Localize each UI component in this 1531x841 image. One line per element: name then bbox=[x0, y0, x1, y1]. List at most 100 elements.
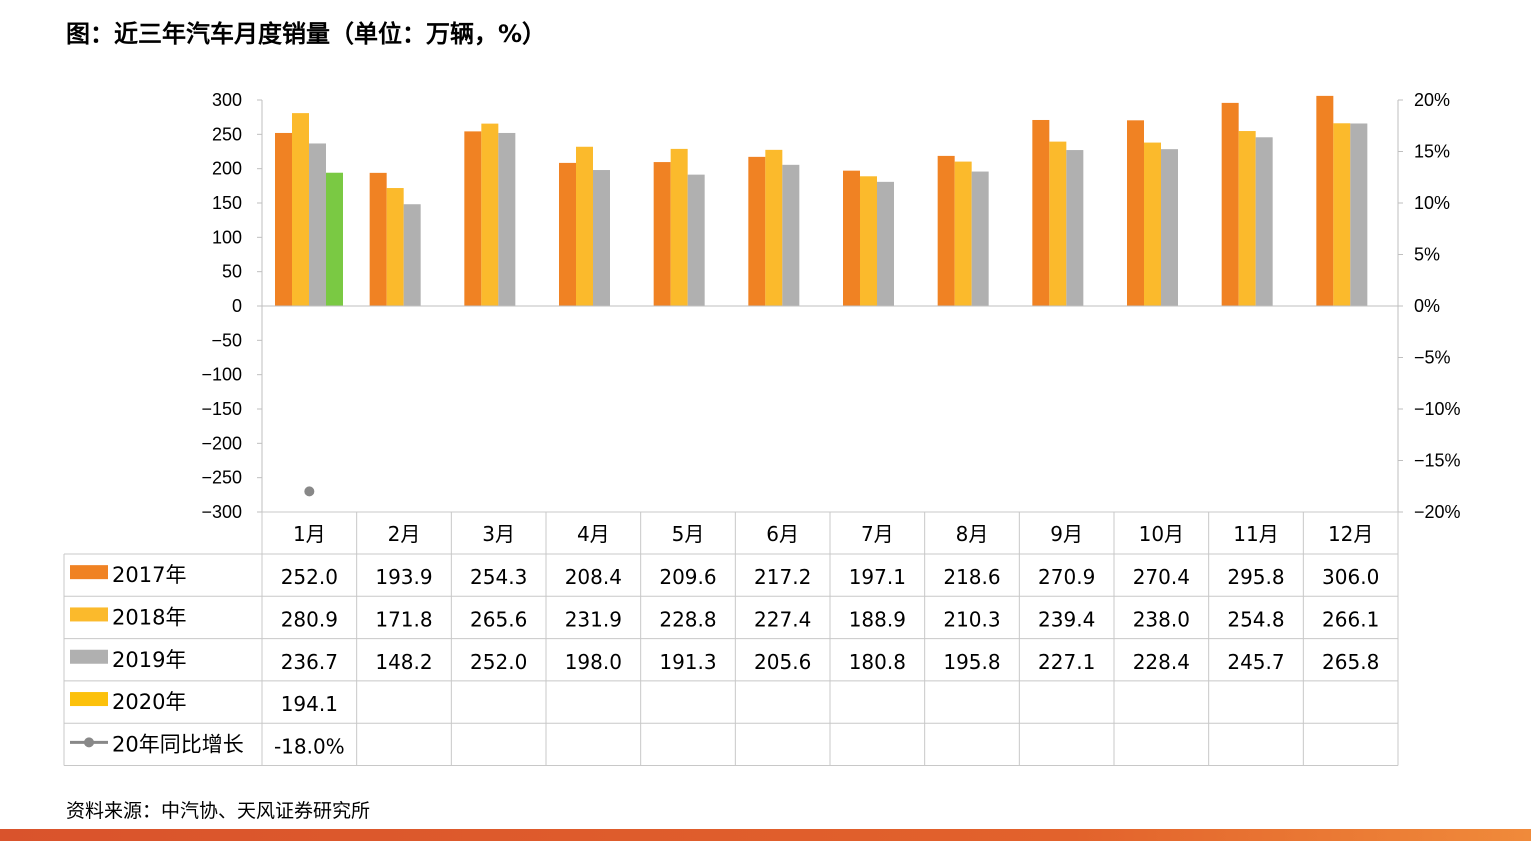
footer-band bbox=[0, 829, 1531, 841]
x-tick-label: 6月 bbox=[766, 522, 799, 546]
bar-2019年-4月 bbox=[593, 170, 610, 306]
bar-2018年-3月 bbox=[481, 123, 499, 306]
left-tick-label: 200 bbox=[212, 159, 242, 179]
x-tick-label: 7月 bbox=[861, 522, 894, 546]
data-label-2017年-12月: 306.0 bbox=[1322, 565, 1379, 589]
data-label-2017年-6月: 217.2 bbox=[754, 565, 811, 589]
bar-2018年-12月 bbox=[1333, 123, 1351, 306]
bar-2019年-7月 bbox=[877, 181, 894, 306]
data-label-2019年-5月: 191.3 bbox=[659, 650, 716, 674]
legend-label-2018年: 2018年 bbox=[112, 605, 186, 629]
right-tick-label: 0% bbox=[1414, 296, 1440, 316]
right-tick-label: −10% bbox=[1414, 399, 1461, 419]
legend-swatch-2019年 bbox=[70, 649, 108, 664]
bar-2019年-9月 bbox=[1066, 150, 1084, 306]
data-label-2017年-5月: 209.6 bbox=[659, 565, 716, 589]
data-label-2019年-7月: 180.8 bbox=[849, 650, 906, 674]
left-tick-label: −150 bbox=[201, 399, 242, 419]
x-tick-label: 2月 bbox=[388, 522, 421, 546]
bar-2017年-6月 bbox=[748, 156, 766, 306]
data-label-2019年-11月: 245.7 bbox=[1227, 650, 1284, 674]
bar-2019年-5月 bbox=[687, 174, 705, 306]
x-tick-label: 12月 bbox=[1328, 522, 1373, 546]
data-label-2018年-8月: 210.3 bbox=[943, 607, 1000, 631]
bar-2017年-7月 bbox=[843, 170, 860, 306]
legend-marker-20年同比增长 bbox=[84, 737, 94, 748]
bar-2017年-3月 bbox=[464, 131, 482, 306]
bar-2017年-11月 bbox=[1221, 102, 1239, 306]
left-tick-label: 150 bbox=[212, 193, 242, 213]
bar-2018年-2月 bbox=[386, 188, 404, 306]
bar-2020年-1月 bbox=[326, 172, 343, 306]
bar-2019年-2月 bbox=[403, 204, 421, 306]
legend-swatch-2020年 bbox=[70, 692, 108, 707]
bar-2018年-5月 bbox=[670, 148, 688, 306]
right-tick-label: 5% bbox=[1414, 245, 1440, 265]
legend-label-2017年: 2017年 bbox=[112, 563, 186, 587]
bar-2019年-8月 bbox=[971, 171, 989, 306]
data-label-2018年-5月: 228.8 bbox=[659, 607, 716, 631]
bar-2017年-5月 bbox=[653, 162, 671, 306]
bar-2017年-9月 bbox=[1032, 119, 1050, 307]
data-label-2018年-10月: 238.0 bbox=[1133, 607, 1190, 631]
left-tick-label: −50 bbox=[211, 330, 242, 350]
bar-2018年-8月 bbox=[954, 161, 972, 306]
legend-label-2019年: 2019年 bbox=[112, 648, 186, 672]
left-tick-label: −200 bbox=[201, 433, 242, 453]
data-label-2019年-2月: 148.2 bbox=[375, 650, 432, 674]
bar-2018年-7月 bbox=[860, 176, 877, 306]
data-label-2018年-12月: 266.1 bbox=[1322, 607, 1379, 631]
bar-2018年-6月 bbox=[765, 149, 783, 306]
right-tick-label: −20% bbox=[1414, 502, 1461, 522]
bar-2018年-11月 bbox=[1238, 131, 1256, 306]
legend-swatch-2018年 bbox=[70, 607, 108, 622]
data-label-2017年-7月: 197.1 bbox=[849, 565, 906, 589]
data-label-2017年-2月: 193.9 bbox=[375, 565, 432, 589]
data-label-2018年-9月: 239.4 bbox=[1038, 607, 1095, 631]
x-tick-label: 3月 bbox=[482, 522, 515, 546]
x-tick-label: 9月 bbox=[1050, 522, 1083, 546]
data-label-2018年-11月: 254.8 bbox=[1227, 607, 1284, 631]
bar-2017年-2月 bbox=[369, 172, 387, 306]
bar-2017年-8月 bbox=[937, 155, 955, 306]
x-tick-label: 4月 bbox=[577, 522, 610, 546]
right-tick-label: 20% bbox=[1414, 90, 1450, 110]
left-tick-label: 250 bbox=[212, 124, 242, 144]
left-tick-label: −300 bbox=[201, 502, 242, 522]
data-label-2018年-4月: 231.9 bbox=[565, 607, 622, 631]
data-label-2017年-3月: 254.3 bbox=[470, 565, 527, 589]
left-tick-label: −100 bbox=[201, 365, 242, 385]
source-note: 资料来源：中汽协、天风证券研究所 bbox=[66, 800, 371, 822]
data-label-2019年-8月: 195.8 bbox=[943, 650, 1000, 674]
data-label-2017年-11月: 295.8 bbox=[1227, 565, 1284, 589]
legend-swatch-2017年 bbox=[70, 565, 108, 580]
x-tick-label: 5月 bbox=[672, 522, 705, 546]
bar-2017年-10月 bbox=[1127, 120, 1144, 306]
left-tick-label: 0 bbox=[232, 296, 242, 316]
x-tick-label: 8月 bbox=[956, 522, 989, 546]
bar-2018年-1月 bbox=[292, 113, 309, 307]
x-tick-label: 10月 bbox=[1139, 522, 1184, 546]
right-tick-label: 15% bbox=[1414, 142, 1450, 162]
right-tick-label: −15% bbox=[1414, 451, 1461, 471]
data-label-2018年-3月: 265.6 bbox=[470, 607, 527, 631]
data-label-2017年-9月: 270.9 bbox=[1038, 565, 1095, 589]
data-label-2019年-6月: 205.6 bbox=[754, 650, 811, 674]
data-label-2019年-4月: 198.0 bbox=[565, 650, 622, 674]
bar-2018年-9月 bbox=[1049, 141, 1067, 306]
bar-2019年-12月 bbox=[1350, 123, 1368, 306]
data-label-2018年-7月: 188.9 bbox=[849, 607, 906, 631]
right-tick-label: 10% bbox=[1414, 193, 1450, 213]
data-label-2019年-3月: 252.0 bbox=[470, 650, 527, 674]
chart-title: 图：近三年汽车月度销量（单位：万辆，%） bbox=[66, 20, 547, 48]
right-tick-label: −5% bbox=[1414, 348, 1451, 368]
data-label-2019年-12月: 265.8 bbox=[1322, 650, 1379, 674]
data-label-2018年-6月: 227.4 bbox=[754, 607, 811, 631]
bar-2019年-10月 bbox=[1161, 149, 1178, 306]
legend-label-20年同比增长: 20年同比增长 bbox=[112, 732, 244, 756]
bar-2019年-6月 bbox=[782, 164, 800, 306]
left-tick-label: 50 bbox=[222, 262, 242, 282]
x-tick-label: 1月 bbox=[293, 522, 326, 546]
data-label-2018年-1月: 280.9 bbox=[281, 607, 338, 631]
left-tick-label: 100 bbox=[212, 227, 242, 247]
